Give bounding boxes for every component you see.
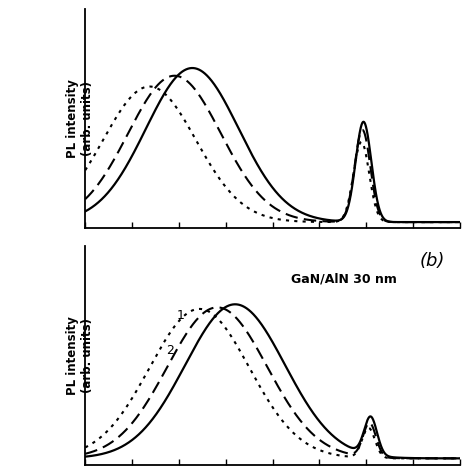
Y-axis label: PL intensity
(arb. units): PL intensity (arb. units) [66, 316, 94, 394]
Y-axis label: PL intensity
(arb. units): PL intensity (arb. units) [66, 80, 94, 158]
Text: GaN/AlN 30 nm: GaN/AlN 30 nm [291, 272, 397, 285]
Text: 2: 2 [165, 344, 173, 357]
Text: 1: 1 [177, 309, 185, 322]
Text: (b): (b) [419, 252, 445, 270]
